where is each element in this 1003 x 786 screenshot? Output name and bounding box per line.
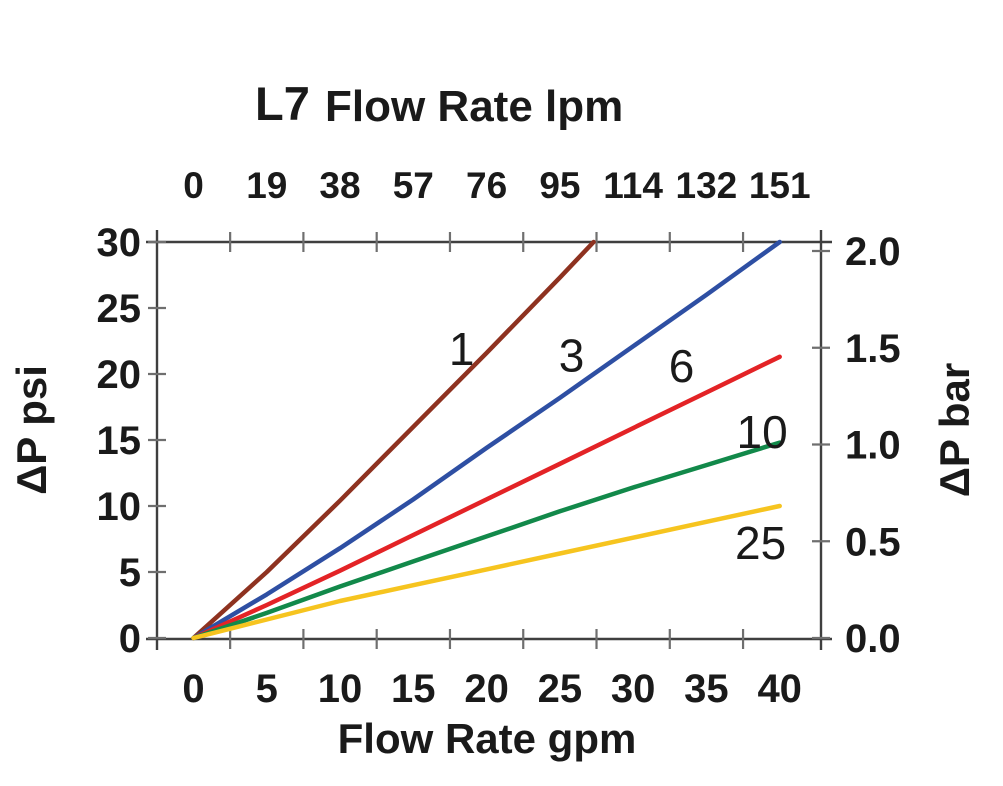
- series-line-1: [191, 239, 596, 641]
- series-lines-layer: [191, 239, 782, 641]
- x-tick-label-bottom: 20: [464, 667, 509, 711]
- x-tick-label-bottom: 10: [318, 667, 363, 711]
- series-line-3: [191, 239, 782, 641]
- y-tick-label-right: 0.0: [845, 617, 901, 661]
- left-axis-title: ΔP psi: [8, 365, 55, 495]
- x-tick-label-top: 114: [603, 165, 663, 206]
- x-tick-label-bottom: 30: [611, 667, 656, 711]
- x-tick-label-bottom: 0: [182, 667, 204, 711]
- x-tick-label-top: 38: [319, 165, 360, 206]
- x-tick-label-bottom: 5: [256, 667, 278, 711]
- x-tick-label-top: 76: [466, 165, 507, 206]
- x-tick-label-top: 95: [539, 165, 580, 206]
- series-label-3: 3: [559, 330, 585, 382]
- series-line-25: [191, 503, 782, 641]
- series-label-1: 1: [449, 323, 475, 375]
- x-tick-label-top: 57: [393, 165, 434, 206]
- x-tick-label-bottom: 15: [391, 667, 436, 711]
- tick-marks-layer: [148, 232, 830, 649]
- top-axis-title: Flow Rate lpm: [325, 82, 623, 131]
- y-tick-label-left: 10: [97, 485, 142, 529]
- y-tick-label-left: 0: [119, 617, 141, 661]
- x-tick-label-top: 151: [749, 165, 811, 206]
- y-tick-label-right: 0.5: [845, 520, 901, 564]
- y-tick-label-left: 15: [97, 419, 142, 463]
- y-tick-label-left: 20: [97, 353, 142, 397]
- bottom-axis-title: Flow Rate gpm: [338, 715, 637, 762]
- x-tick-label-bottom: 25: [538, 667, 583, 711]
- y-tick-label-left: 30: [97, 221, 142, 265]
- y-tick-label-left: 5: [119, 551, 141, 595]
- series-line-10: [191, 440, 782, 641]
- right-axis-title: ΔP bar: [931, 363, 978, 497]
- x-tick-label-top: 0: [183, 165, 204, 206]
- x-tick-label-top: 132: [676, 165, 738, 206]
- chart-model-label: L7: [255, 77, 310, 130]
- series-label-25: 25: [735, 517, 786, 569]
- x-tick-label-bottom: 40: [757, 667, 802, 711]
- y-tick-label-left: 25: [97, 287, 142, 331]
- y-tick-label-right: 2.0: [845, 230, 901, 274]
- series-label-6: 6: [669, 340, 695, 392]
- y-tick-label-right: 1.5: [845, 327, 901, 371]
- series-line-6: [191, 354, 782, 641]
- x-tick-label-top: 19: [246, 165, 287, 206]
- series-label-10: 10: [737, 406, 788, 458]
- x-tick-label-bottom: 35: [684, 667, 729, 711]
- y-tick-label-right: 1.0: [845, 424, 901, 468]
